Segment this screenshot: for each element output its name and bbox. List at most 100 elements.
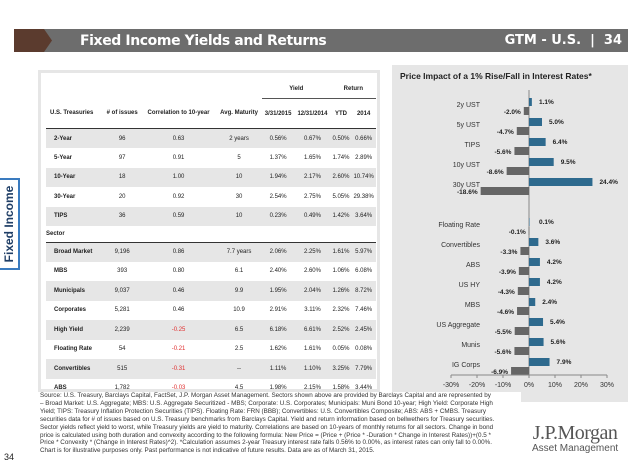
x-tick-label: -30% <box>443 382 459 389</box>
page-number: 34 <box>4 452 15 462</box>
logo-line2: Asset Management <box>532 443 619 454</box>
bar-label: -5.5% <box>495 329 512 336</box>
table-cell: 8.72% <box>351 281 376 301</box>
bar-positive <box>529 258 540 266</box>
table-cell: 0.66% <box>351 128 376 148</box>
group-return: Return <box>330 79 376 99</box>
table-row: High Yield 2,239 -0.25 6.5 6.18% 6.61% 2.52% 2.… <box>46 320 376 340</box>
table-cell: 2.54% <box>269 193 287 200</box>
table-cell: 0.50% <box>330 128 352 148</box>
bar-label: 2.4% <box>542 299 557 306</box>
table-row: Floating Rate 54 -0.21 2.5 1.62% 1.61% 0.05% 0.… <box>46 340 376 360</box>
table-cell: 6.5 <box>216 320 262 340</box>
sector-heading: Sector <box>46 226 376 243</box>
table-cell: 0.59 <box>140 206 217 226</box>
category-label: TIPS <box>464 142 480 149</box>
table-cell: 1.58% <box>332 385 350 392</box>
table-row: Convertibles 515 -0.31 -- 1.11% 1.10% 3.25% 7.7… <box>46 359 376 379</box>
category-label: 2y UST <box>457 102 481 109</box>
table-cell: 1.65% <box>303 154 321 161</box>
chart-title: Price Impact of a 1% Rise/Fall in Intere… <box>400 71 592 81</box>
x-tick-label: 10% <box>548 382 562 389</box>
table-row: 5-Year 97 0.91 5 1.37% 1.65% 1.74% 2.89% <box>46 148 376 168</box>
table-cell: -0.03 <box>171 385 186 392</box>
table-cell: 0.08% <box>355 346 373 353</box>
chart-panel <box>392 65 628 392</box>
table-cell: 5.05% <box>332 193 350 200</box>
table-cell: 1.95% <box>261 281 295 301</box>
category-label: US HY <box>459 282 481 289</box>
table-cell: 2.17% <box>294 167 331 187</box>
column-header: # of issues <box>103 98 141 129</box>
bar-negative <box>528 227 530 235</box>
table-cell: 0.46 <box>172 307 185 314</box>
jpmorgan-logo: J.P.Morgan Asset Management <box>532 422 618 454</box>
column-header: YTD <box>330 98 352 129</box>
bar-positive <box>529 218 530 226</box>
table-row: TIPS 36 0.59 10 0.23% 0.49% 1.42% 3.64% <box>46 206 376 226</box>
bar-label: -6.9% <box>491 369 508 376</box>
bar-label: 5.0% <box>549 119 564 126</box>
bar-label: 7.9% <box>557 359 572 366</box>
bar-label: -4.7% <box>497 129 514 136</box>
table-cell: 0.92 <box>172 193 185 200</box>
bar-negative <box>516 127 529 135</box>
logo-line1: J.P.Morgan <box>532 422 618 444</box>
x-tick-label: -10% <box>495 382 511 389</box>
table-row: Broad Market 9,196 0.86 7.7 years 2.06% 2.25%… <box>46 242 376 262</box>
table-cell: 3.25% <box>330 359 352 379</box>
yields-table-panel: Yield Return U.S. Treasuries # of issues Cor… <box>38 70 380 392</box>
bar-negative <box>480 187 529 195</box>
table-cell: 2.06% <box>261 242 295 262</box>
table-cell: 1.61% <box>330 242 352 262</box>
table-cell: Convertibles <box>46 359 104 379</box>
table-cell: 0.49% <box>294 206 331 226</box>
table-row: Municipals 9,037 0.46 9.9 1.95% 2.04% 1.26% 8.7… <box>46 281 376 301</box>
table-cell: 1.74% <box>332 154 350 161</box>
bar-label: -5.6% <box>494 349 511 356</box>
table-cell: 0.86 <box>140 242 217 262</box>
table-cell: 2.89% <box>355 154 373 161</box>
bar-label: -2.0% <box>504 109 521 116</box>
yields-table: Yield Return U.S. Treasuries # of issues Cor… <box>46 79 376 398</box>
table-cell: 1.62% <box>269 346 287 353</box>
bar-label: 5.6% <box>551 339 566 346</box>
table-cell: 2.15% <box>303 385 321 392</box>
table-cell: -- <box>216 359 262 379</box>
bar-label: -5.6% <box>494 149 511 156</box>
table-cell: 6.18% <box>261 320 295 340</box>
table-cell: 30-Year <box>54 193 76 200</box>
bar-positive <box>529 158 554 166</box>
footnote: Source: U.S. Treasury, Barclays Capital,… <box>40 392 495 455</box>
x-tick-label: -20% <box>469 382 485 389</box>
bar-negative <box>523 107 529 115</box>
price-impact-chart: 2y UST 1.1% -2.0% 5y UST 5.0% -4.7% TIPS 6.4% -5… <box>436 90 618 389</box>
table-row: 10-Year 18 1.00 10 1.94% 2.17% 2.60% 10.74% <box>46 167 376 187</box>
table-cell: 5,281 <box>114 307 130 314</box>
table-cell: 1.26% <box>330 281 352 301</box>
page-title: Fixed Income Yields and Returns <box>80 33 327 49</box>
category-label: 10y UST <box>453 162 481 169</box>
category-label: IG Corps <box>452 362 481 369</box>
category-label: MBS <box>465 302 481 309</box>
bar-negative <box>520 247 529 255</box>
table-cell: -0.25 <box>140 320 217 340</box>
table-cell: 96 <box>103 128 141 148</box>
table-cell: 3.44% <box>355 385 373 392</box>
bar-label: 3.6% <box>545 239 560 246</box>
table-cell: 1,782 <box>114 385 130 392</box>
column-header: 3/31/2015 <box>261 98 295 129</box>
side-tab-fixed-income[interactable]: Fixed Income <box>0 178 20 270</box>
category-label: Floating Rate <box>438 222 480 229</box>
table-cell: 18 <box>103 167 141 187</box>
table-cell: 6.08% <box>355 268 373 275</box>
bar-label: -8.6% <box>487 169 504 176</box>
table-cell: Floating Rate <box>54 346 93 353</box>
table-cell: 29.38% <box>353 193 374 200</box>
table-cell: 10.9 <box>233 307 245 314</box>
bar-label: -0.1% <box>509 229 526 236</box>
table-cell: 0.05% <box>332 346 350 353</box>
table-cell: 5.97% <box>351 242 376 262</box>
table-cell: 5 <box>237 154 241 161</box>
bar-positive <box>529 98 532 106</box>
